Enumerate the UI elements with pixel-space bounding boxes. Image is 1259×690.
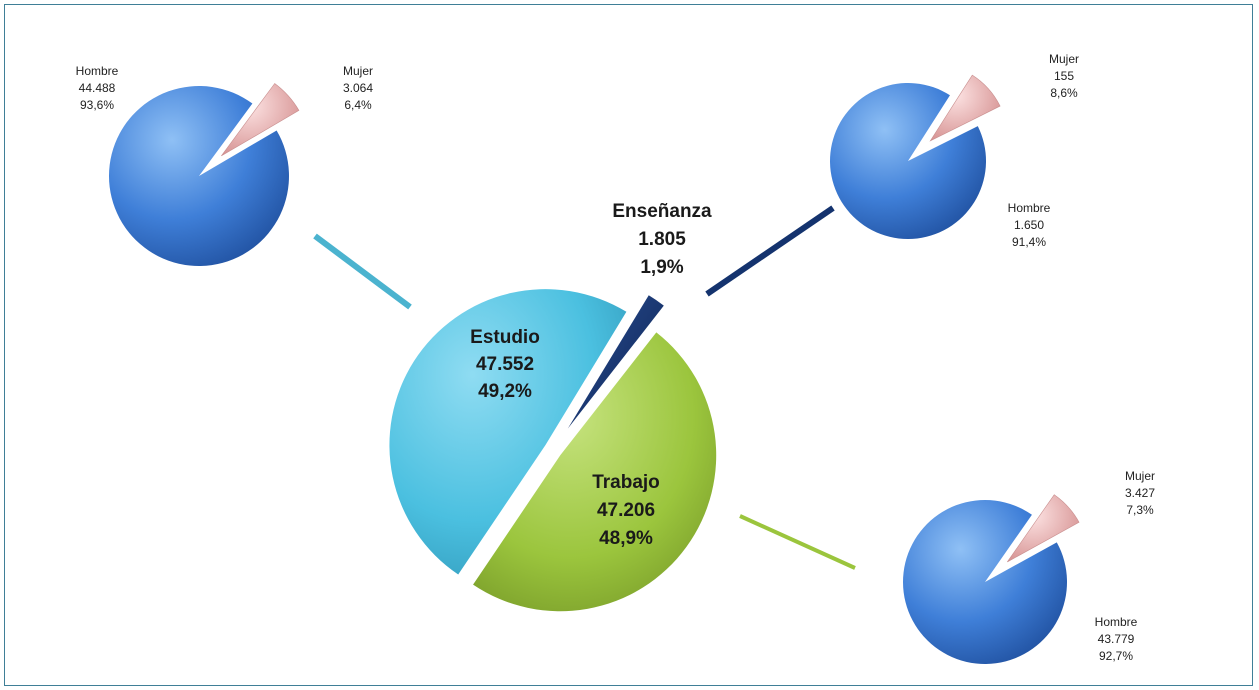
slice-trabajo-hombre: [903, 500, 1068, 665]
label-estudio-hombre-value: 44.488: [79, 81, 116, 95]
label-estudio-mujer-value: 3.064: [343, 81, 373, 95]
label-trabajo-mujer-value: 3.427: [1125, 486, 1155, 500]
connector-ensenanza: [705, 205, 835, 297]
label-ensenanza-hombre-name: Hombre: [1008, 201, 1051, 215]
label-trabajo-value: 47.206: [597, 500, 655, 521]
label-trabajo-hombre-name: Hombre: [1095, 615, 1138, 629]
label-ensenanza-hombre-percent: 91,4%: [1012, 235, 1046, 249]
label-ensenanza-hombre-value: 1.650: [1014, 218, 1044, 232]
label-estudio-mujer-percent: 6,4%: [344, 98, 372, 112]
label-estudio-name: Estudio: [470, 327, 540, 348]
slice-ensenanza: [567, 295, 664, 429]
label-ensenanza-percent: 1,9%: [640, 257, 683, 278]
slice-estudio: [389, 289, 627, 575]
slice-ensenanza-mujer: [929, 74, 1001, 142]
label-estudio-hombre-percent: 93,6%: [80, 98, 114, 112]
label-ensenanza-mujer-value: 155: [1054, 69, 1074, 83]
label-ensenanza-mujer-name: Mujer: [1049, 52, 1079, 66]
label-estudio-value: 47.552: [476, 354, 534, 375]
label-estudio-mujer-name: Mujer: [343, 64, 373, 78]
label-ensenanza-value: 1.805: [638, 229, 686, 250]
slice-ensenanza-hombre: [830, 83, 987, 240]
label-trabajo-percent: 48,9%: [599, 528, 653, 549]
label-trabajo-mujer-percent: 7,3%: [1126, 503, 1154, 517]
label-trabajo-mujer-name: Mujer: [1125, 469, 1155, 483]
connector-trabajo: [739, 514, 856, 570]
label-ensenanza-name: Enseñanza: [612, 201, 712, 222]
label-trabajo-hombre-percent: 92,7%: [1099, 649, 1133, 663]
connector-estudio: [313, 233, 412, 310]
label-estudio-percent: 49,2%: [478, 381, 532, 402]
slice-estudio-mujer: [221, 83, 300, 157]
label-ensenanza-mujer-percent: 8,6%: [1050, 86, 1078, 100]
label-estudio-hombre-name: Hombre: [76, 64, 119, 78]
label-trabajo-hombre-value: 43.779: [1098, 632, 1135, 646]
label-trabajo-name: Trabajo: [592, 472, 660, 493]
slice-trabajo: [473, 332, 717, 612]
slice-estudio-hombre: [108, 85, 289, 266]
slice-trabajo-mujer: [1007, 494, 1080, 563]
